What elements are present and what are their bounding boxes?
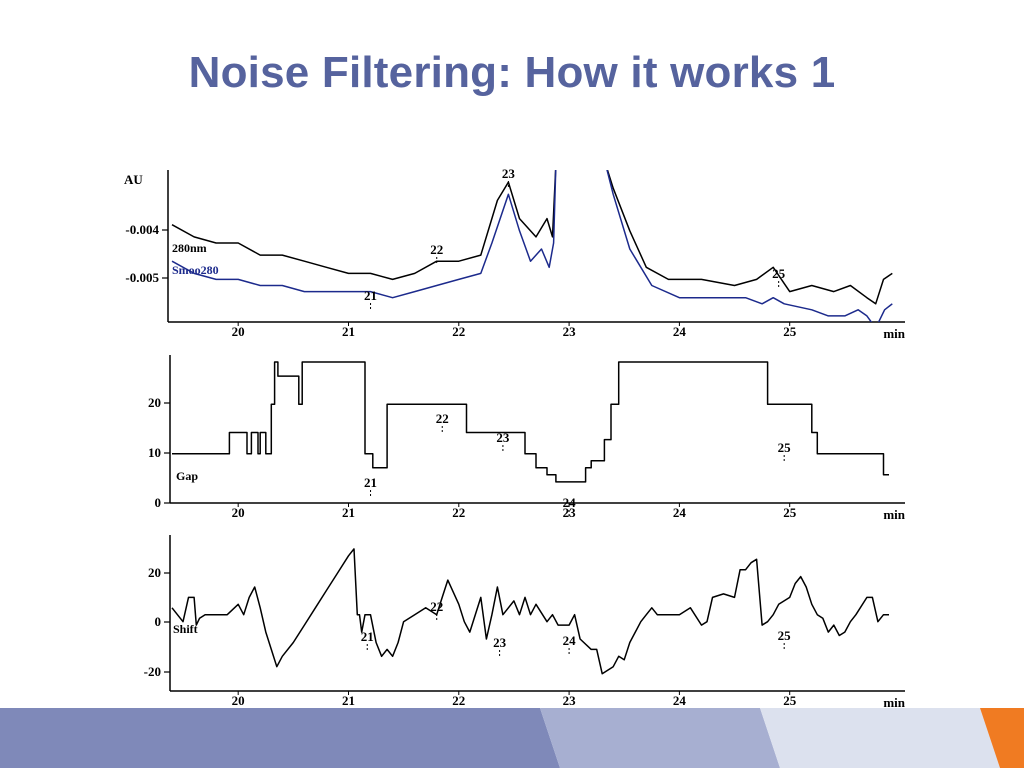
y-tick-label: 0 [155,495,162,510]
shift-plot: 20 0 -20 20 21 22 23 24 25 min Shift 22 21 23 24 25 [144,535,906,710]
x-tick-label: 20 [232,324,245,339]
x-tick-label: 21 [342,693,355,708]
x-unit-label: min [883,507,905,522]
peak-annotation: 21 [361,629,374,644]
x-unit-label: min [883,695,905,710]
footer-band-blue [0,708,560,768]
series-line-shift [171,548,889,675]
x-tick-label: 23 [563,505,577,520]
peak-annotation: 22 [430,599,443,614]
footer-band-periwinkle [540,708,780,768]
peak-annotation: 25 [778,628,792,643]
x-unit-label: min [883,326,905,341]
footer-band-lavender [760,708,1000,768]
x-tick-label: 25 [783,693,797,708]
x-tick-label: 23 [563,324,577,339]
y-tick-label: -0.004 [125,222,159,237]
y-tick-label: 10 [148,445,161,460]
series-line-280nm [171,170,893,305]
footer-band [0,708,1024,768]
peak-annotation: 23 [502,166,516,181]
peak-annotation: 25 [778,440,792,455]
footer-band-orange [980,708,1024,768]
series-label: 280nm [172,241,207,255]
peak-annotation: 25 [772,266,786,281]
y-tick-label: 0 [155,614,162,629]
peak-annotation: 21 [364,288,377,303]
peak-annotation: 23 [496,430,510,445]
y-unit-label: AU [124,172,143,187]
peak-annotation: 21 [364,475,377,490]
x-tick-label: 24 [673,693,687,708]
y-tick-label: 20 [148,395,161,410]
peak-annotation: 24 [563,495,577,510]
peak-annotation: 24 [563,633,577,648]
x-tick-label: 22 [452,505,465,520]
series-label: Smoo280 [172,263,219,277]
y-tick-label: 20 [148,565,161,580]
x-tick-label: 25 [783,324,797,339]
series-line-gap [172,361,889,483]
x-tick-label: 24 [673,505,687,520]
x-tick-label: 22 [452,324,465,339]
x-tick-label: 21 [342,505,355,520]
x-tick-label: 21 [342,324,355,339]
peak-annotation: 22 [430,242,443,257]
y-tick-label: -20 [144,664,161,679]
slide-title: Noise Filtering: How it works 1 [188,48,836,97]
peak-annotation: 22 [436,411,449,426]
x-tick-label: 25 [783,505,797,520]
peak-annotation: 23 [493,635,507,650]
x-tick-label: 20 [232,693,245,708]
series-label: Shift [173,622,198,636]
y-tick-label: -0.005 [125,270,159,285]
x-tick-label: 24 [673,324,687,339]
series-line-smoo280 [171,170,893,322]
series-label: Gap [176,469,198,483]
chromatogram-plot: -0.004 -0.005 20 21 22 23 24 25 min AU 280nm Smoo28… [124,166,906,341]
x-tick-label: 20 [232,505,245,520]
x-tick-label: 22 [452,693,465,708]
x-tick-label: 23 [563,693,577,708]
